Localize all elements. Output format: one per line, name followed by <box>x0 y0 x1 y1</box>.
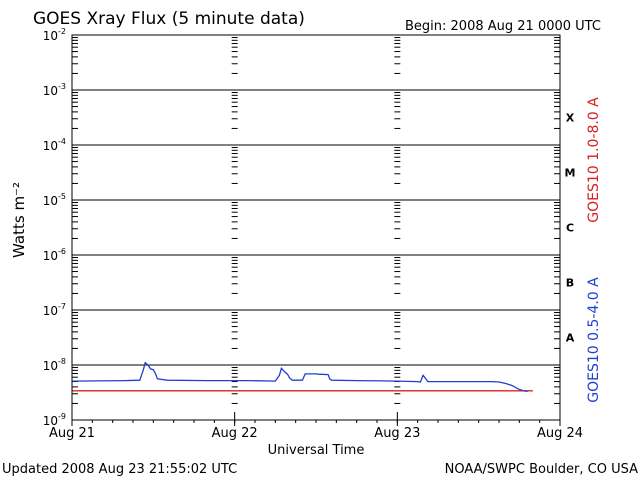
y-tick-base: 10 <box>43 249 58 263</box>
flare-class-label: C <box>566 222 574 235</box>
gridlines <box>72 89 560 366</box>
flare-class-label: A <box>566 332 575 345</box>
minor-ticks <box>71 34 561 426</box>
flare-class-label: B <box>566 277 574 290</box>
y-tick-label: 10 -7 <box>43 302 66 318</box>
begin-date: Begin: 2008 Aug 21 0000 UTC <box>405 19 601 34</box>
data-source: NOAA/SWPC Boulder, CO USA <box>445 462 638 477</box>
y-tick-base: 10 <box>43 359 58 373</box>
flare-class-labels: X M C B A <box>565 112 576 345</box>
x-tick-label: Aug 23 <box>374 426 420 441</box>
x-tick-labels: Aug 21 Aug 22 Aug 23 Aug 24 <box>49 426 583 441</box>
y-tick-label: 10 -8 <box>43 357 66 373</box>
chart-title: GOES Xray Flux (5 minute data) <box>33 9 305 29</box>
x-tick-label: Aug 21 <box>49 426 95 441</box>
y-tick-label: 10 -6 <box>43 247 66 263</box>
series-layer <box>71 361 533 393</box>
plot-frame <box>71 34 561 421</box>
y-tick-label: 10 -9 <box>43 412 66 428</box>
y-tick-exponent: -6 <box>58 247 66 256</box>
y-tick-base: 10 <box>43 304 58 318</box>
y-tick-label: 10 -3 <box>43 82 66 98</box>
y-tick-exponent: -9 <box>58 412 66 421</box>
legend-short-channel: GOES10 0.5-4.0 A <box>586 277 602 403</box>
y-tick-base: 10 <box>43 29 58 43</box>
flare-class-label: X <box>566 112 575 125</box>
legend-long-channel: GOES10 1.0-8.0 A <box>586 97 602 223</box>
y-tick-exponent: -7 <box>58 302 66 311</box>
y-tick-exponent: -3 <box>58 82 66 91</box>
y-tick-base: 10 <box>43 84 58 98</box>
y-tick-exponent: -8 <box>58 357 66 366</box>
y-tick-base: 10 <box>43 414 58 428</box>
y-tick-labels: 10-210-310-410-510-610-710-810-9 <box>43 27 66 428</box>
y-tick-base: 10 <box>43 194 58 208</box>
updated-timestamp: Updated 2008 Aug 23 21:55:02 UTC <box>2 462 237 477</box>
y-tick-exponent: -5 <box>58 192 66 201</box>
y-tick-label: 10 -5 <box>43 192 66 208</box>
y-tick-label: 10 -2 <box>43 27 66 43</box>
y-tick-label: 10 -4 <box>43 137 66 153</box>
y-tick-base: 10 <box>43 139 58 153</box>
series-line-short <box>71 361 528 393</box>
x-tick-label: Aug 24 <box>537 426 583 441</box>
y-tick-exponent: -4 <box>58 137 66 146</box>
x-tick-label: Aug 22 <box>212 426 258 441</box>
x-axis-label: Universal Time <box>268 443 365 458</box>
y-tick-exponent: -2 <box>58 27 66 36</box>
y-axis-label: Watts m⁻² <box>10 182 28 258</box>
flare-class-label: M <box>565 167 576 180</box>
